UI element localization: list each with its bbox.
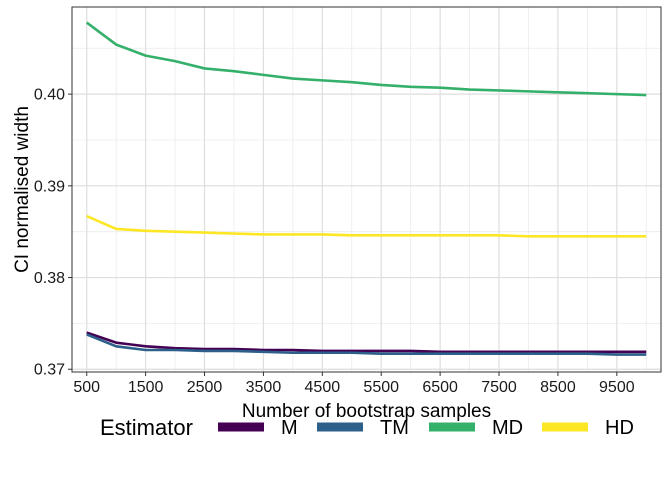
series-line-hd <box>86 214 647 238</box>
series-line-m <box>86 331 647 354</box>
x-axis-title: Number of bootstrap samples <box>242 401 491 422</box>
series-line-tm <box>86 333 647 356</box>
y-tick-label-2: 0.39 <box>34 178 65 195</box>
y-axis-title: CI normalised width <box>12 106 33 273</box>
legend-title: Estimator <box>100 415 193 440</box>
x-tick-label-3500: 3500 <box>246 379 282 396</box>
x-tick-label-8500: 8500 <box>540 379 576 396</box>
legend-label-md: MD <box>492 417 523 439</box>
legend-items: M TM MD HD <box>218 417 634 439</box>
series-line-md <box>85 21 647 97</box>
x-tick-label-2500: 2500 <box>187 379 223 396</box>
x-tick-label-5500: 5500 <box>363 379 399 396</box>
y-tick-label-3: 0.40 <box>34 87 65 104</box>
panel-border <box>71 6 662 373</box>
y-tick-label-0: 0.37 <box>34 362 65 379</box>
legend-label-tm: TM <box>380 417 409 439</box>
x-tick-label-7500: 7500 <box>481 379 517 396</box>
grid-minor <box>72 7 661 372</box>
x-tick-label-500: 500 <box>73 379 100 396</box>
grid-major <box>72 7 661 372</box>
legend-label-hd: HD <box>605 417 634 439</box>
x-tick-label-4500: 4500 <box>305 379 341 396</box>
legend-label-m: M <box>281 417 298 439</box>
y-tick-label-1: 0.38 <box>34 270 65 287</box>
x-tick-label-9500: 9500 <box>599 379 635 396</box>
y-axis: 0.37 0.38 0.39 0.40 <box>34 87 72 379</box>
x-axis: 500 1500 2500 3500 4500 5500 6500 7500 8500 9500 <box>73 372 635 396</box>
series-layer <box>85 21 647 356</box>
x-tick-label-1500: 1500 <box>128 379 164 396</box>
x-tick-label-6500: 6500 <box>422 379 458 396</box>
legend: Estimator M TM MD HD <box>100 415 634 440</box>
